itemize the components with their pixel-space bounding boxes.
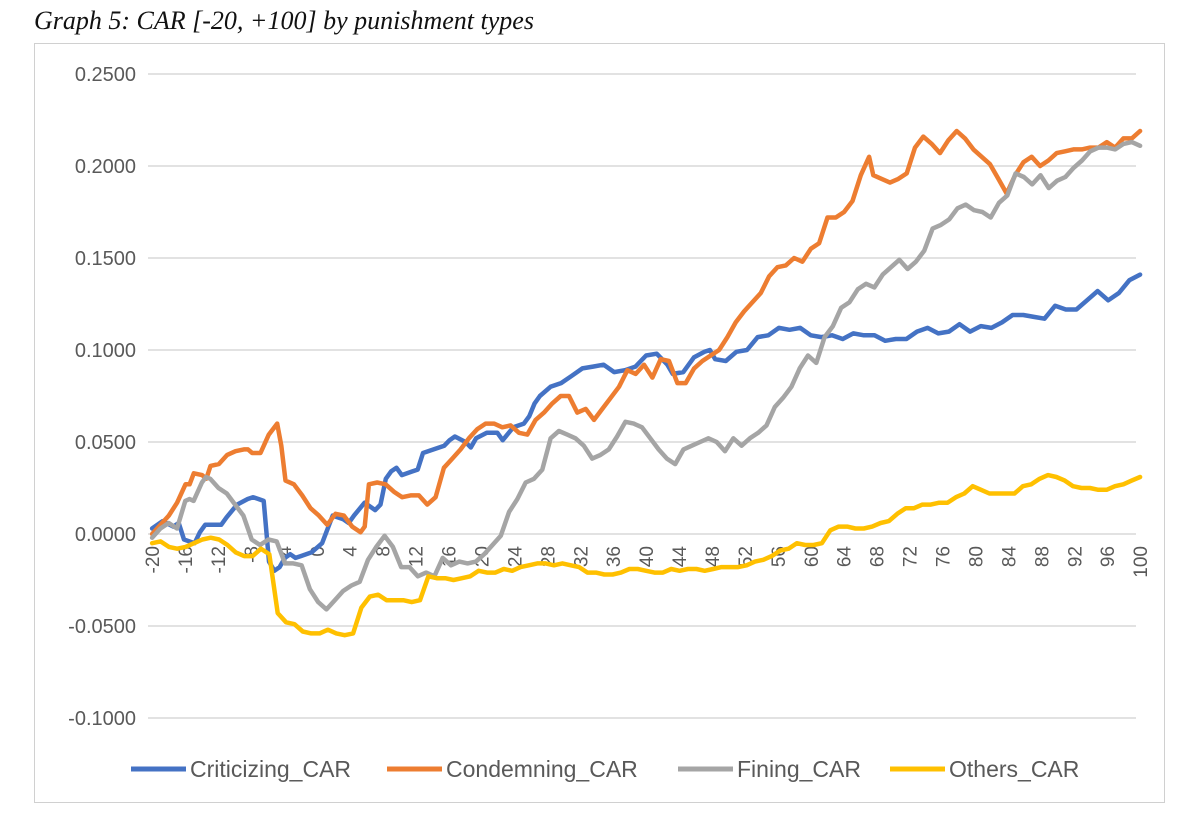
y-tick-label: 0.0500	[75, 432, 136, 454]
x-tick-label: 36	[604, 546, 625, 567]
series-line-criticizing-car	[149, 272, 1143, 574]
x-tick-label: 76	[934, 546, 955, 567]
x-tick-label: 12	[407, 546, 428, 567]
x-tick-label: 44	[670, 546, 691, 568]
y-tick-label: -0.0500	[68, 616, 136, 638]
legend-label: Criticizing_CAR	[190, 756, 351, 782]
series-line-condemning-car	[149, 128, 1143, 537]
x-tick-label: 4	[341, 546, 362, 557]
x-tick-label: 8	[374, 546, 395, 557]
legend-label: Others_CAR	[949, 756, 1079, 782]
y-tick-label: 0.2500	[75, 64, 136, 86]
x-tick-label: 80	[966, 546, 987, 567]
x-tick-label: 84	[999, 546, 1020, 568]
x-tick-label: 0	[308, 546, 329, 557]
legend: Criticizing_CAR Condemning_CAR Fining_CAR O…	[131, 756, 1079, 782]
chart-frame	[34, 43, 1165, 803]
x-tick-label: 92	[1065, 546, 1086, 567]
gridlines	[148, 73, 1136, 719]
chart-caption: Graph 5: CAR [-20, +100] by punishment t…	[34, 6, 534, 35]
series-line-fining-car	[149, 139, 1143, 612]
x-tick-label: 48	[703, 546, 724, 567]
y-tick-label: 0.1000	[75, 340, 136, 362]
x-tick-label: 60	[802, 546, 823, 567]
x-tick-label: 72	[901, 546, 922, 567]
x-tick-label: -16	[176, 546, 197, 573]
y-tick-label: -0.1000	[68, 708, 136, 730]
x-tick-label: 88	[1032, 546, 1053, 567]
x-tick-label: 68	[868, 546, 889, 567]
y-tick-label: 0.1500	[75, 248, 136, 270]
x-tick-label: 24	[505, 546, 526, 568]
x-tick-label: 40	[637, 546, 658, 567]
x-tick-label: 100	[1131, 546, 1152, 578]
y-axis-labels: -0.1000 -0.0500 0.0000 0.0500 0.1000 0.1500 0.…	[68, 64, 136, 730]
y-tick-label: 0.2000	[75, 156, 136, 178]
x-tick-label: 32	[571, 546, 592, 567]
legend-label: Fining_CAR	[737, 756, 861, 782]
x-tick-label: 96	[1098, 546, 1119, 567]
y-tick-label: 0.0000	[75, 524, 136, 546]
legend-label: Condemning_CAR	[446, 756, 638, 782]
x-tick-label: 64	[835, 546, 856, 568]
series-line-others-car	[149, 472, 1143, 638]
x-tick-label: -20	[143, 546, 164, 573]
series-lines	[149, 128, 1143, 638]
x-tick-label: -12	[209, 546, 230, 573]
